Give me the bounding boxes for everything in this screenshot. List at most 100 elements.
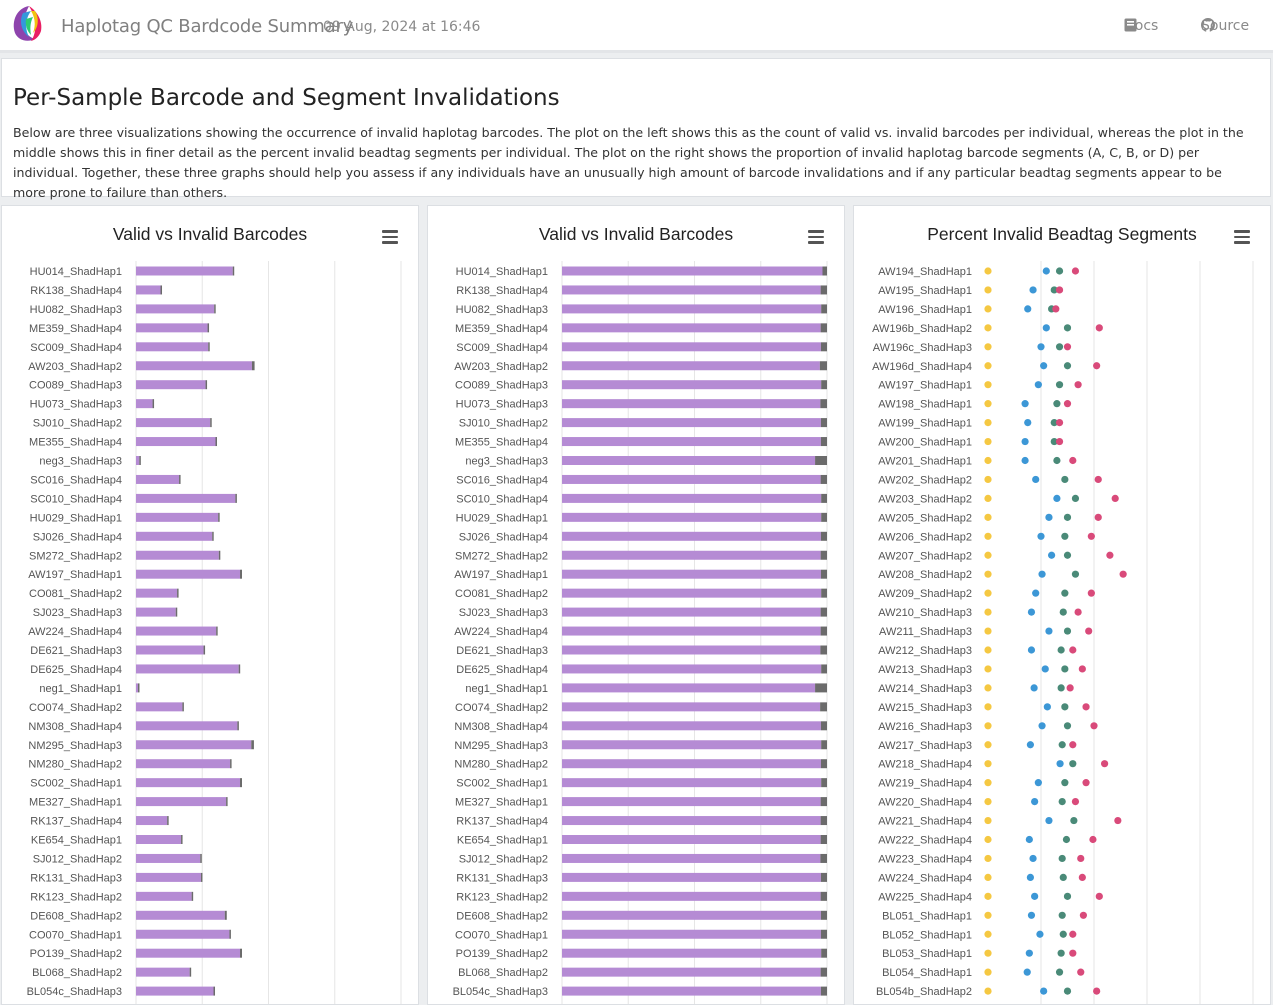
category-label: AW224_ShadHap4 — [454, 626, 548, 638]
bar-valid — [562, 702, 821, 712]
point-segment-a — [984, 627, 992, 635]
category-label: NM308_ShadHap4 — [28, 721, 122, 733]
chart-menu-button[interactable] — [382, 230, 398, 244]
point-segment-c — [1053, 400, 1061, 408]
point-segment-c — [1070, 816, 1078, 825]
bar-valid — [136, 626, 217, 636]
point-segment-b — [1037, 343, 1045, 351]
point-segment-b — [1041, 665, 1049, 673]
chart-menu-button[interactable] — [808, 230, 824, 244]
docs-link[interactable]: Docs — [1124, 18, 1158, 34]
point-segment-a — [984, 343, 992, 351]
category-label: SC002_ShadHap1 — [30, 778, 122, 790]
category-label: AW199_ShadHap1 — [878, 418, 972, 430]
bar-valid — [136, 891, 192, 901]
bar-valid — [562, 342, 821, 352]
category-label: PO139_ShadHap2 — [456, 948, 548, 960]
category-label: AW223_ShadHap4 — [878, 853, 972, 865]
bar-valid — [136, 910, 225, 920]
bar-invalid — [240, 569, 242, 579]
category-label: AW202_ShadHap2 — [878, 474, 972, 486]
bar-invalid — [230, 759, 232, 769]
bar-valid — [562, 645, 821, 655]
bar-invalid — [213, 986, 216, 996]
point-segment-b — [1027, 911, 1036, 919]
bar-valid — [562, 493, 822, 503]
point-segment-d — [1082, 779, 1090, 787]
bar-valid — [562, 872, 821, 882]
bar-valid — [562, 683, 816, 693]
category-label: AW209_ShadHap2 — [878, 588, 972, 600]
category-label: AW216_ShadHap3 — [878, 721, 972, 733]
point-segment-a — [984, 760, 992, 768]
bar-valid — [136, 361, 252, 371]
bar-invalid — [182, 702, 184, 712]
category-label: ME327_ShadHap1 — [455, 797, 548, 809]
category-label: HU014_ShadHap1 — [456, 266, 548, 278]
chart-menu-button[interactable] — [1234, 230, 1250, 244]
category-label: HU029_ShadHap1 — [30, 512, 122, 524]
category-label: BL053_ShadHap1 — [882, 948, 972, 960]
point-segment-d — [1055, 437, 1064, 446]
point-segment-c — [1061, 703, 1069, 711]
category-label: CO070_ShadHap1 — [29, 929, 122, 941]
chart-card-invalid-segments: Percent Invalid Beadtag Segments AW194_S… — [853, 205, 1271, 1005]
category-label: SM272_ShadHap2 — [29, 550, 122, 562]
point-segment-a — [984, 798, 992, 806]
category-label: AW197_ShadHap1 — [878, 380, 972, 392]
bar-valid — [136, 872, 201, 882]
point-segment-b — [1026, 741, 1034, 749]
bar-valid — [562, 607, 821, 617]
bar-invalid — [820, 929, 827, 939]
point-segment-a — [984, 286, 992, 294]
point-segment-b — [1029, 286, 1037, 294]
bar-invalid — [815, 683, 827, 693]
source-link[interactable]: Source — [1201, 18, 1249, 34]
section-heading: Per-Sample Barcode and Segment Invalidat… — [13, 85, 560, 111]
bar-valid — [136, 797, 227, 807]
point-segment-a — [984, 400, 992, 408]
point-segment-d — [1069, 456, 1077, 465]
bar-valid — [562, 588, 822, 598]
category-label: AW196_ShadHap1 — [878, 304, 972, 316]
point-segment-c — [1063, 551, 1072, 559]
bar-invalid — [139, 456, 141, 465]
point-segment-a — [984, 419, 992, 427]
bar-invalid — [815, 456, 827, 465]
point-segment-d — [1085, 627, 1093, 635]
bar-invalid — [226, 797, 228, 807]
point-segment-c — [1058, 798, 1066, 806]
bar-valid — [562, 323, 821, 333]
chart-plot-valid-invalid-percent: HU014_ShadHap1 RK138_ShadHap4 HU082_ShadHa… — [453, 261, 828, 1004]
point-segment-d — [1087, 532, 1095, 540]
bar-valid — [136, 437, 216, 447]
bar-valid — [136, 967, 190, 977]
bar-valid — [136, 588, 178, 598]
bar-valid — [136, 380, 206, 390]
point-segment-b — [1031, 798, 1039, 806]
bar-invalid — [820, 853, 827, 863]
point-segment-b — [1025, 835, 1033, 844]
bar-invalid — [820, 986, 827, 996]
point-segment-c — [1069, 760, 1077, 768]
category-label: RK123_ShadHap2 — [30, 891, 122, 903]
bar-invalid — [215, 437, 217, 447]
bar-invalid — [820, 323, 827, 333]
bar-valid — [136, 986, 214, 996]
bar-invalid — [822, 266, 827, 276]
bar-valid — [136, 759, 231, 769]
bar-invalid — [819, 361, 827, 371]
bar-valid — [136, 607, 176, 617]
bar-invalid — [820, 816, 827, 826]
category-label: CO074_ShadHap2 — [455, 702, 548, 714]
bar-valid — [136, 702, 183, 712]
bar-invalid — [821, 588, 827, 598]
point-segment-d — [1066, 684, 1074, 692]
category-label: BL068_ShadHap2 — [32, 967, 122, 979]
category-label: AW203_ShadHap2 — [28, 361, 122, 373]
category-label: SC009_ShadHap4 — [456, 342, 548, 354]
category-label: RK131_ShadHap3 — [30, 872, 122, 884]
point-segment-c — [1050, 286, 1058, 294]
category-label: SM272_ShadHap2 — [455, 550, 548, 562]
bar-valid — [562, 740, 822, 750]
